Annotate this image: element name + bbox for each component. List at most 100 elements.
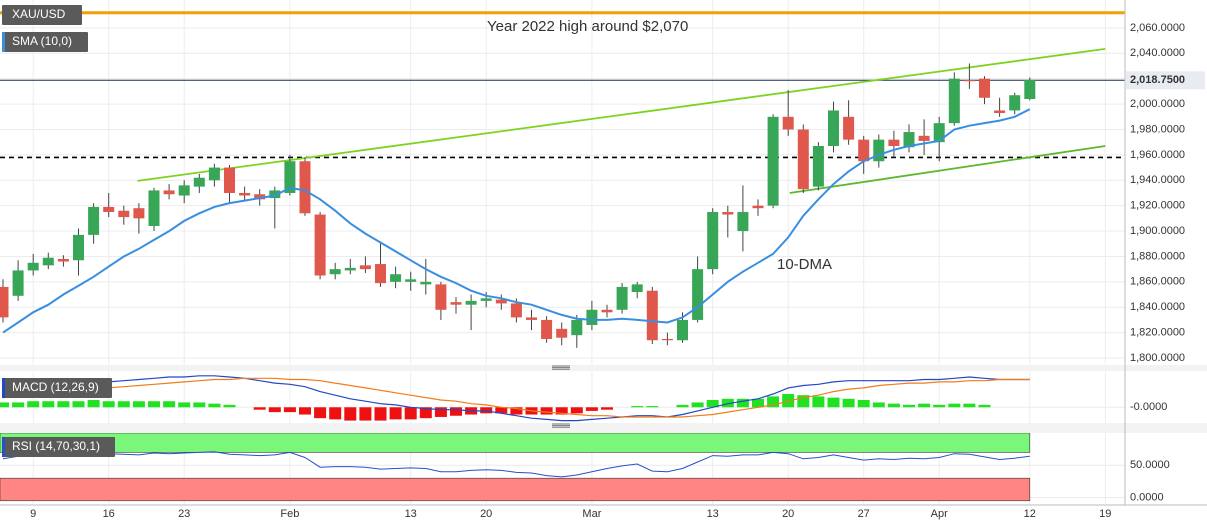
trendline — [789, 145, 1106, 194]
candle-body — [903, 132, 915, 148]
candle-body — [344, 267, 356, 271]
x-tick-label: 20 — [480, 508, 492, 520]
panel-background — [0, 0, 1125, 365]
histogram-bar — [253, 407, 266, 410]
histogram-bar — [948, 403, 961, 408]
legend-swatch — [2, 32, 5, 52]
histogram-bar — [117, 401, 130, 408]
y-tick-label: 1,860.0000 — [1130, 276, 1185, 288]
histogram-bar — [72, 401, 85, 408]
candle-body — [646, 290, 658, 341]
candle-body — [27, 262, 39, 271]
candle-body — [797, 129, 809, 190]
candle-body — [375, 264, 386, 284]
candle-body — [707, 212, 719, 270]
panel-separator — [0, 365, 1207, 371]
candle-body — [178, 185, 190, 196]
candle-body — [661, 338, 673, 341]
candle-body — [979, 78, 990, 98]
legend-label: SMA (10,0) — [12, 34, 72, 48]
candle-body — [631, 284, 643, 292]
y-tick-label: 2,000.0000 — [1130, 98, 1185, 110]
histogram-bar — [359, 407, 372, 421]
candle-body — [571, 319, 583, 336]
candle-body — [858, 139, 870, 162]
histogram-bar — [12, 402, 25, 408]
rsi-line — [2, 451, 1030, 478]
histogram-bar — [329, 407, 342, 420]
legend-label: XAU/USD — [12, 7, 66, 21]
annotation: 10-DMA — [777, 256, 832, 273]
x-tick-label: 27 — [858, 508, 870, 520]
candle-body — [510, 303, 522, 318]
candle-body — [828, 110, 839, 146]
candle-body — [420, 281, 432, 285]
candle-body — [193, 177, 205, 187]
candle-body — [586, 309, 598, 326]
candle-body — [722, 212, 734, 215]
candle-body — [677, 319, 688, 341]
histogram-bar — [283, 407, 296, 413]
legend-label: RSI (14,70,30,1) — [12, 439, 100, 453]
histogram-bar — [933, 404, 946, 408]
candle-body — [541, 319, 553, 339]
x-tick-label: Mar — [582, 508, 601, 520]
y-tick-label: 2,040.0000 — [1130, 47, 1185, 59]
y-tick-label: 1,840.0000 — [1130, 301, 1185, 313]
histogram-bar — [57, 401, 70, 408]
histogram-bar — [767, 396, 780, 408]
histogram-bar — [857, 400, 870, 408]
candle-body — [435, 284, 447, 310]
candle-body — [692, 269, 704, 320]
histogram-bar — [404, 407, 417, 420]
candle-body — [1009, 95, 1021, 111]
candle-body — [390, 274, 402, 282]
histogram-bar — [27, 401, 40, 408]
price-label-box — [1126, 71, 1205, 90]
candle-body — [812, 146, 824, 187]
candle-body — [450, 302, 462, 305]
x-tick-label: Feb — [280, 508, 299, 520]
candle-body — [601, 309, 613, 313]
macd-line — [2, 375, 1030, 422]
y-tick-label: 50.0000 — [1130, 459, 1170, 471]
candle-body — [933, 123, 945, 143]
histogram-bar — [570, 407, 583, 414]
candle-body — [269, 190, 281, 199]
histogram-bar — [752, 398, 764, 408]
y-tick-label: 1,920.0000 — [1130, 200, 1185, 212]
candle-body — [133, 208, 145, 219]
histogram-bar — [631, 406, 644, 408]
histogram-bar — [555, 407, 568, 415]
candle-body — [148, 190, 160, 226]
candle-body — [752, 205, 764, 209]
rsi-zone — [0, 477, 1031, 502]
candle-body — [1024, 79, 1036, 100]
candle-body — [767, 116, 779, 206]
candle-body — [948, 78, 960, 124]
candle-body — [103, 206, 115, 213]
candle-body — [12, 270, 24, 296]
histogram-bar — [299, 407, 311, 415]
histogram-bar — [646, 406, 659, 408]
histogram-bar — [223, 404, 236, 408]
histogram-bar — [706, 400, 719, 408]
candle-body — [239, 192, 251, 196]
price-label: 2,018.7500 — [1130, 74, 1185, 86]
candle-body — [224, 167, 235, 193]
histogram-bar — [918, 403, 931, 408]
x-tick-label: 20 — [782, 508, 794, 520]
x-tick-label: 9 — [30, 508, 36, 520]
candle-body — [888, 139, 900, 146]
legend-box — [2, 5, 82, 25]
candle-body — [284, 161, 296, 193]
candle-body — [329, 269, 341, 275]
candle-body — [963, 79, 975, 82]
y-tick-label: 1,980.0000 — [1130, 123, 1185, 135]
histogram-bar — [178, 402, 191, 408]
panel-background — [0, 371, 1125, 423]
legend-box — [2, 437, 115, 457]
y-tick-label: 2,060.0000 — [1130, 22, 1185, 34]
legend-swatch — [2, 437, 5, 457]
